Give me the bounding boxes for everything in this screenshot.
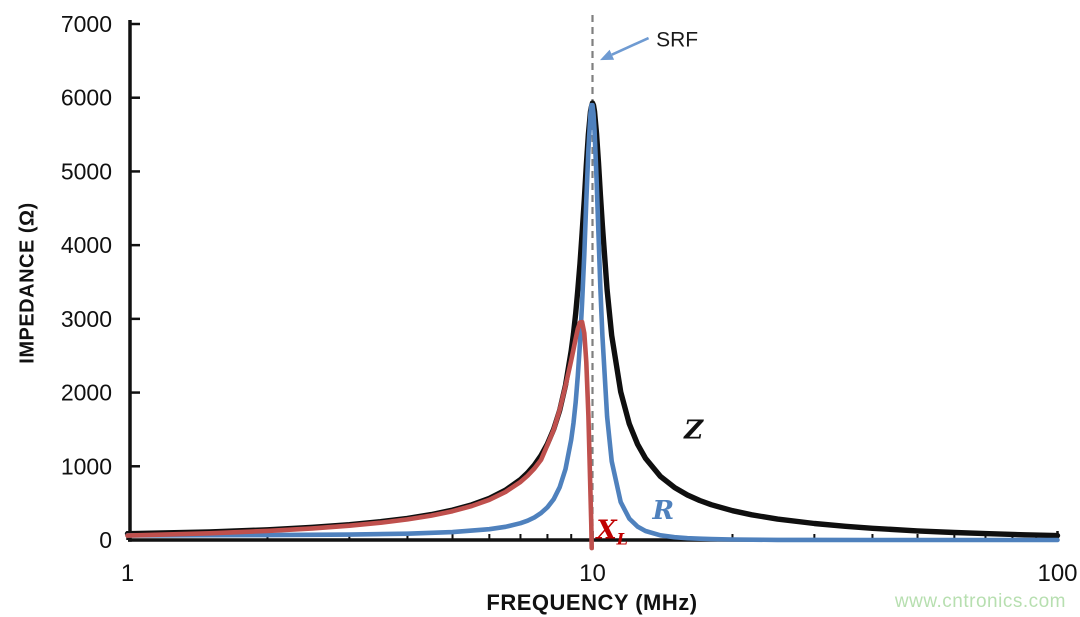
x-tick-label-100: 100 <box>1037 560 1077 587</box>
watermark: www.cntronics.com <box>894 591 1066 612</box>
y-tick-label-6000: 6000 <box>61 85 112 111</box>
series-label-z: Z <box>683 415 704 445</box>
curve-r <box>125 102 1060 543</box>
series-label-xl: XL <box>594 516 627 549</box>
y-tick-label-7000: 7000 <box>61 11 112 37</box>
srf-arrowhead <box>600 49 615 61</box>
series-label-r: R <box>652 496 675 526</box>
y-tick-label-3000: 3000 <box>61 306 112 332</box>
x-tick-label-10: 10 <box>579 560 606 587</box>
srf-arrow-line <box>611 36 650 56</box>
y-tick-label-1000: 1000 <box>61 453 112 479</box>
y-tick-label-4000: 4000 <box>61 232 112 258</box>
curve-xl <box>125 319 594 551</box>
x-axis-title: FREQUENCY (MHz) <box>486 590 698 615</box>
y-tick-label-0: 0 <box>99 527 112 553</box>
srf-annotation-label: SRF <box>656 29 698 52</box>
y-axis-title: IMPEDANCE (Ω) <box>16 202 39 364</box>
y-tick-label-2000: 2000 <box>61 380 112 406</box>
x-tick-label-1: 1 <box>121 560 134 587</box>
y-tick-label-5000: 5000 <box>61 158 112 184</box>
